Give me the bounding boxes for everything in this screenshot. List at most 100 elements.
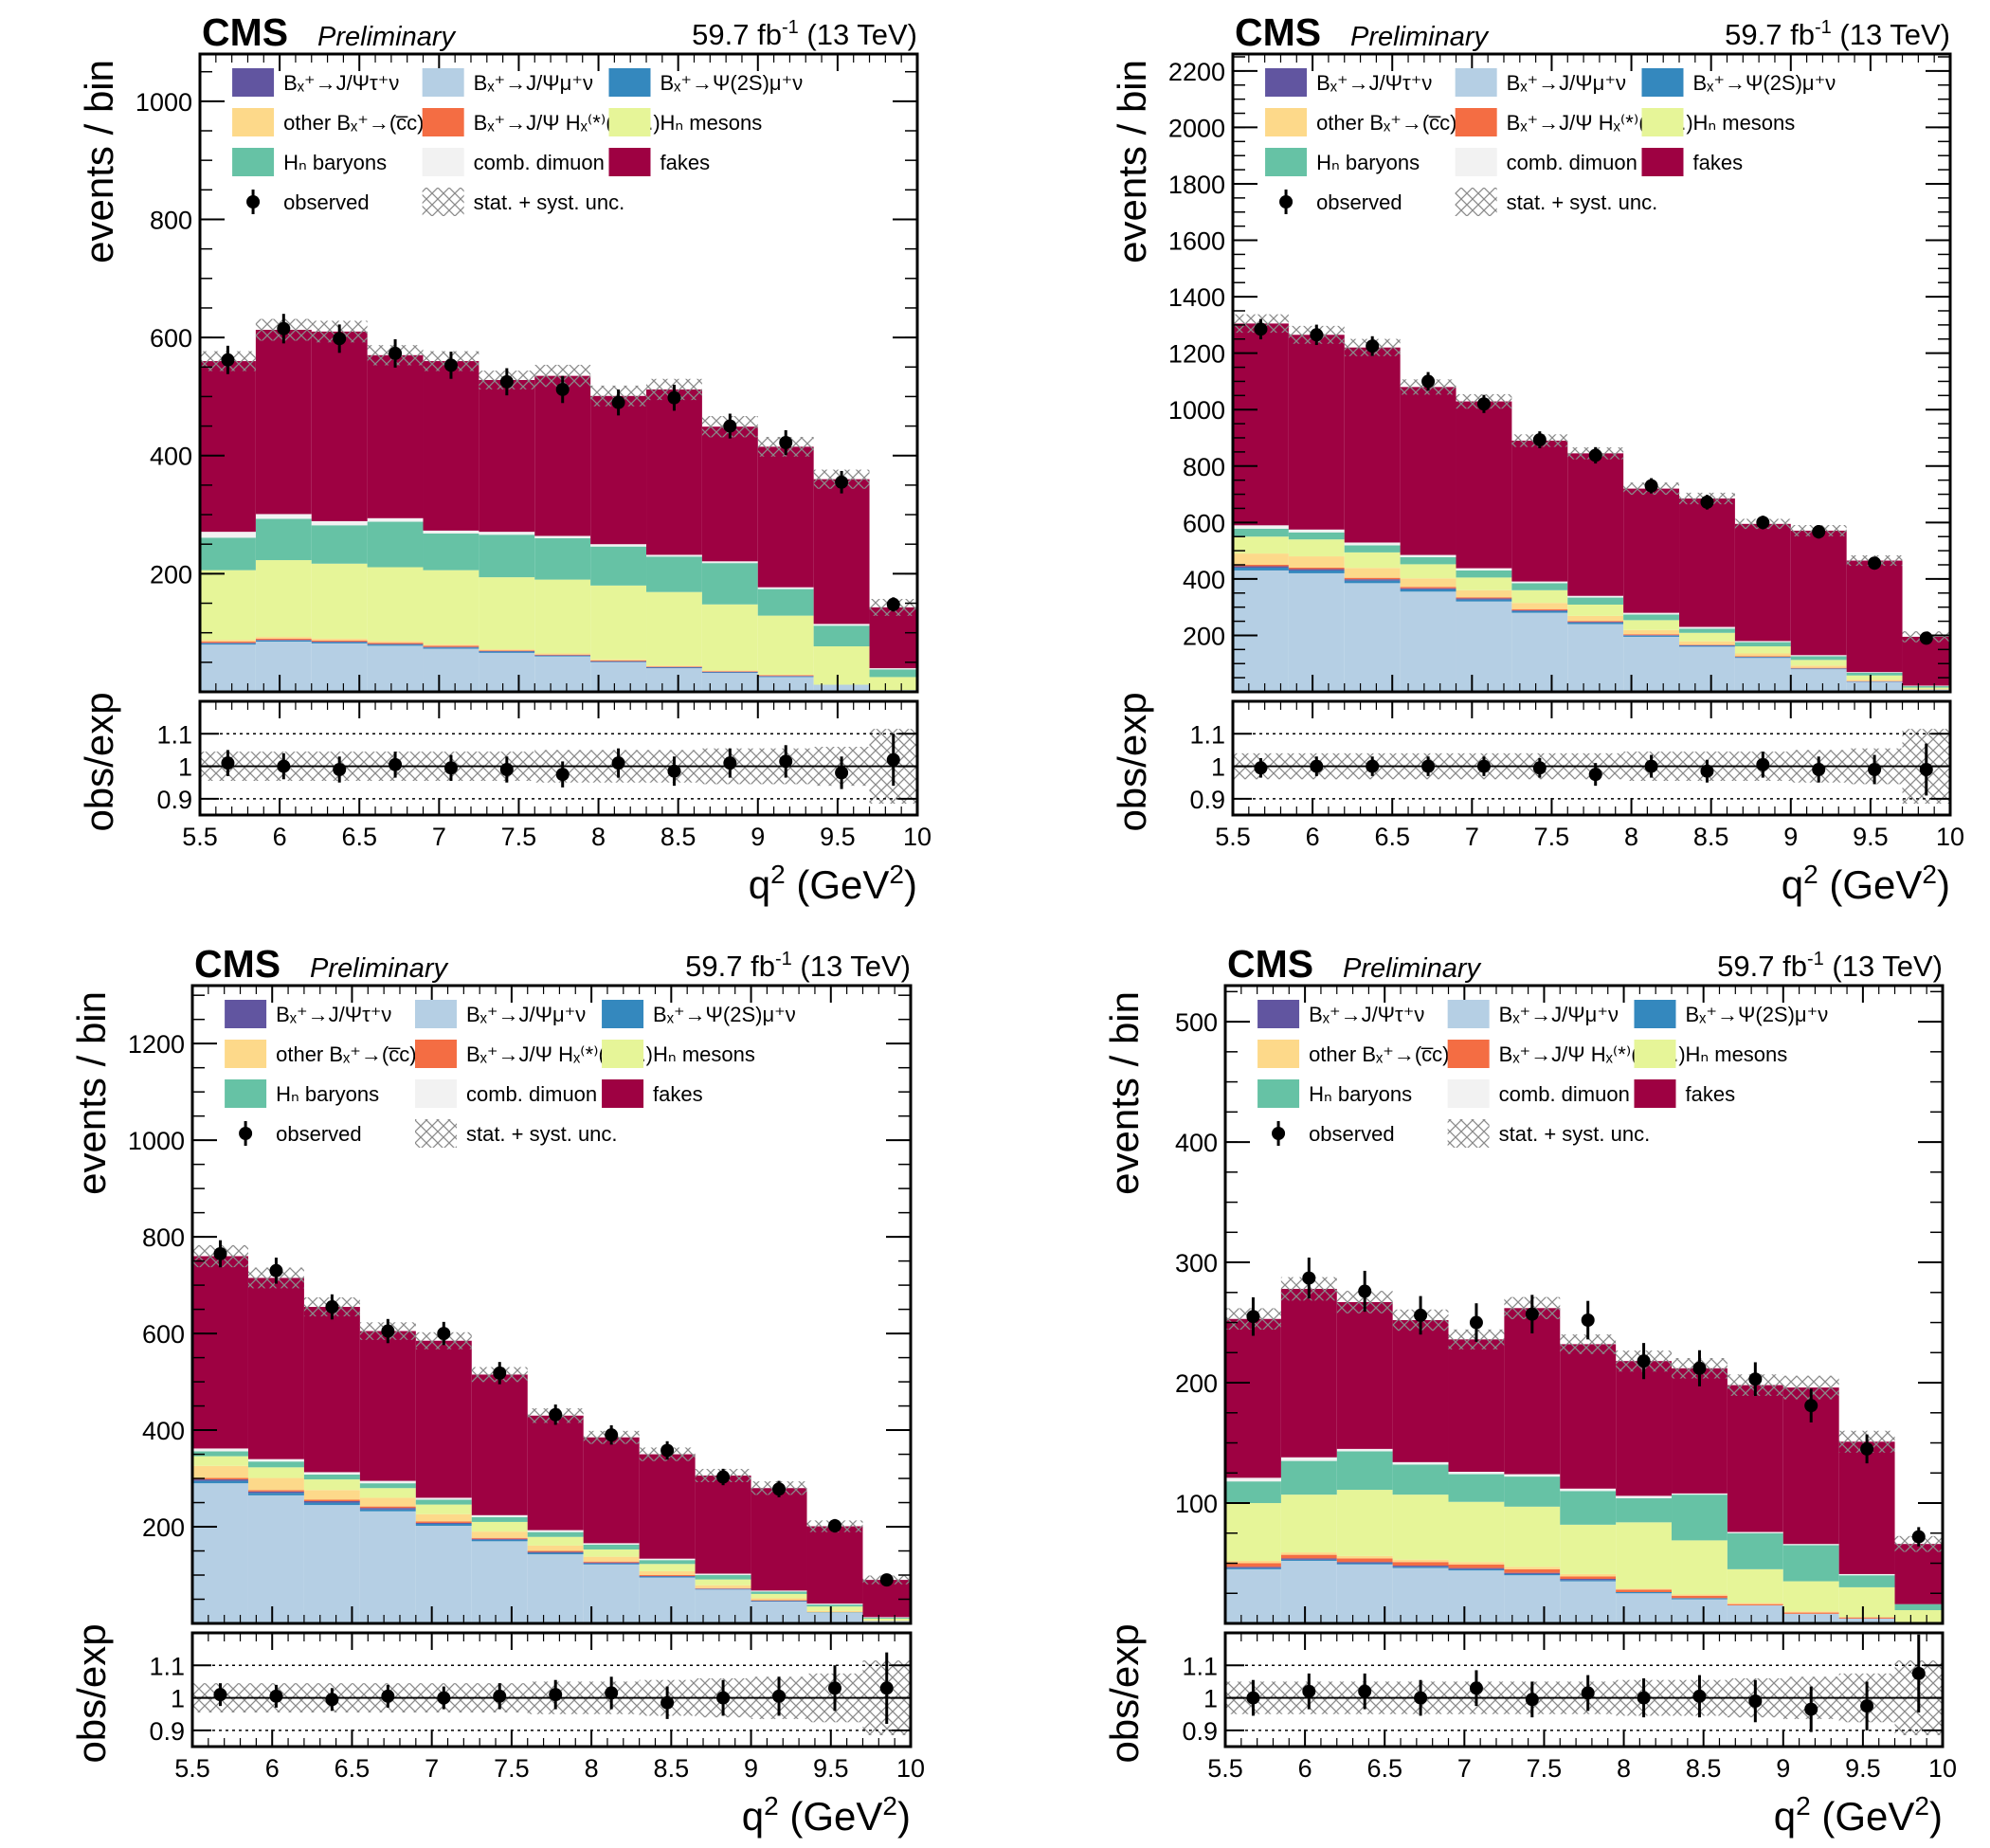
y-tick-label: 200	[142, 1513, 185, 1542]
ratio-point	[1812, 763, 1826, 776]
x-tick-label: 5.5	[182, 823, 218, 851]
preliminary-label: Preliminary	[1350, 22, 1490, 52]
ratio-point	[1581, 1686, 1595, 1700]
observed-point	[1756, 516, 1770, 530]
bar-bc_jpsitaunu	[367, 643, 424, 645]
bar-hb_baryons	[1782, 1545, 1839, 1582]
bar-bc_jpsi_hc	[1233, 565, 1289, 567]
bar-bc_psi2s	[646, 667, 702, 669]
y-tick-label: 300	[1175, 1249, 1218, 1277]
observed-point	[886, 597, 900, 611]
x-axis-title: q2 (GeV2)	[1774, 1791, 1943, 1839]
bar-bc_psi2s	[534, 655, 591, 657]
bar-bc_jpsitaunu	[192, 1479, 248, 1481]
bar-hb_mesons	[869, 677, 917, 691]
bar-other_bc	[1782, 1611, 1839, 1613]
ratio-point	[1637, 1691, 1651, 1705]
bar-comb	[757, 587, 814, 589]
observed-point	[389, 346, 403, 360]
ratio-point	[835, 766, 849, 780]
bar-bc_psi2s	[303, 1502, 360, 1506]
observed-point	[277, 321, 291, 335]
bar-fakes	[1280, 1288, 1337, 1458]
bar-bc_jpsitaunu	[701, 671, 758, 673]
ratio-point	[549, 1688, 563, 1702]
legend-entry-observed: observed	[1279, 190, 1402, 214]
observed-point	[779, 436, 793, 450]
y-tick-label: 2200	[1168, 58, 1225, 86]
bar-other_bc	[590, 659, 647, 661]
x-tick-label: 9	[744, 1754, 758, 1783]
bar-comb	[1616, 1495, 1673, 1498]
bar-fakes	[639, 1454, 696, 1559]
observed-point	[1860, 1441, 1874, 1456]
legend-swatch	[1634, 1079, 1676, 1108]
x-tick-label: 6	[1306, 823, 1320, 851]
y-tick-label: 200	[1183, 622, 1225, 650]
bar-other_bc	[367, 641, 424, 643]
luminosity-label: 59.7 fb-1 (13 TeV)	[692, 17, 917, 51]
bar-hb_mesons	[1344, 552, 1401, 569]
bar-comb	[471, 1514, 528, 1517]
x-tick-label: 9	[751, 823, 765, 851]
bar-bc_jpsitaunu	[311, 642, 368, 643]
observed-point	[437, 1327, 451, 1341]
bar-bc_jpsi_hc	[247, 1490, 304, 1492]
bar-hb_baryons	[1616, 1497, 1673, 1523]
bar-hb_baryons	[255, 518, 312, 561]
bar-hb_baryons	[1790, 656, 1847, 661]
bar-bc_jpsimunu	[1672, 1599, 1728, 1623]
observed-point	[660, 1443, 675, 1458]
bar-fakes	[1560, 1344, 1617, 1489]
legend-label: Bₓ⁺→J/Ψτ⁺ν	[283, 71, 399, 95]
y-tick-label: 1200	[1168, 340, 1225, 369]
observed-point	[1414, 1308, 1428, 1322]
bar-bc_jpsitaunu	[479, 651, 535, 652]
bar-hb_mesons	[701, 604, 758, 671]
x-tick-label: 8	[585, 1754, 599, 1783]
bar-other_bc	[757, 674, 814, 676]
ratio-point	[277, 759, 291, 773]
bar-bc_psi2s	[471, 1539, 528, 1542]
ratio-point	[723, 756, 737, 770]
legend-label: stat. + syst. unc.	[1507, 190, 1658, 214]
legend-swatch	[232, 108, 275, 136]
bar-other_bc	[639, 1570, 696, 1576]
bar-bc_jpsi_hc	[1336, 1558, 1393, 1563]
ratio-point	[1366, 759, 1380, 773]
bar-bc_jpsimunu	[757, 677, 814, 692]
y-tick-label: 1000	[1168, 396, 1225, 425]
bar-fakes	[479, 379, 535, 533]
bar-fakes	[1679, 498, 1735, 627]
legend-entry-unc: stat. + syst. unc.	[422, 188, 624, 216]
bar-bc_jpsi_hc	[1782, 1612, 1839, 1614]
bar-hb_baryons	[1400, 556, 1456, 565]
y-tick-label: 1000	[128, 1127, 185, 1155]
bar-other_bc	[359, 1497, 416, 1507]
observed-point	[1637, 1354, 1651, 1368]
legend-marker	[1272, 1127, 1286, 1140]
bar-fakes	[1567, 453, 1624, 596]
legend-label: fakes	[660, 151, 710, 174]
bar-hb_baryons	[869, 669, 917, 678]
legend-entry-hb_mesons: Hₙ mesons	[602, 1040, 755, 1068]
legend-label: Hₙ baryons	[276, 1082, 379, 1106]
bar-fakes	[1448, 1339, 1505, 1472]
bar-bc_jpsi_hc	[583, 1561, 640, 1563]
bar-comb	[869, 668, 917, 670]
bar-comb	[701, 561, 758, 564]
observed-point	[723, 419, 737, 433]
legend-swatch	[608, 148, 651, 176]
bar-comb	[813, 624, 870, 626]
bar-hb_mesons	[359, 1488, 416, 1498]
legend-swatch	[422, 188, 464, 216]
bar-bc_psi2s	[1679, 645, 1735, 647]
legend-entry-observed: observed	[239, 1121, 362, 1146]
legend-entry-hb_mesons: Hₙ mesons	[1641, 108, 1795, 136]
cms-label: CMS	[1235, 10, 1321, 54]
bar-hb_mesons	[527, 1536, 584, 1546]
preliminary-label: Preliminary	[1343, 953, 1482, 984]
y-tick-label: 200	[1175, 1369, 1218, 1398]
bar-fakes	[527, 1415, 584, 1531]
bar-other_bc	[1233, 553, 1289, 565]
